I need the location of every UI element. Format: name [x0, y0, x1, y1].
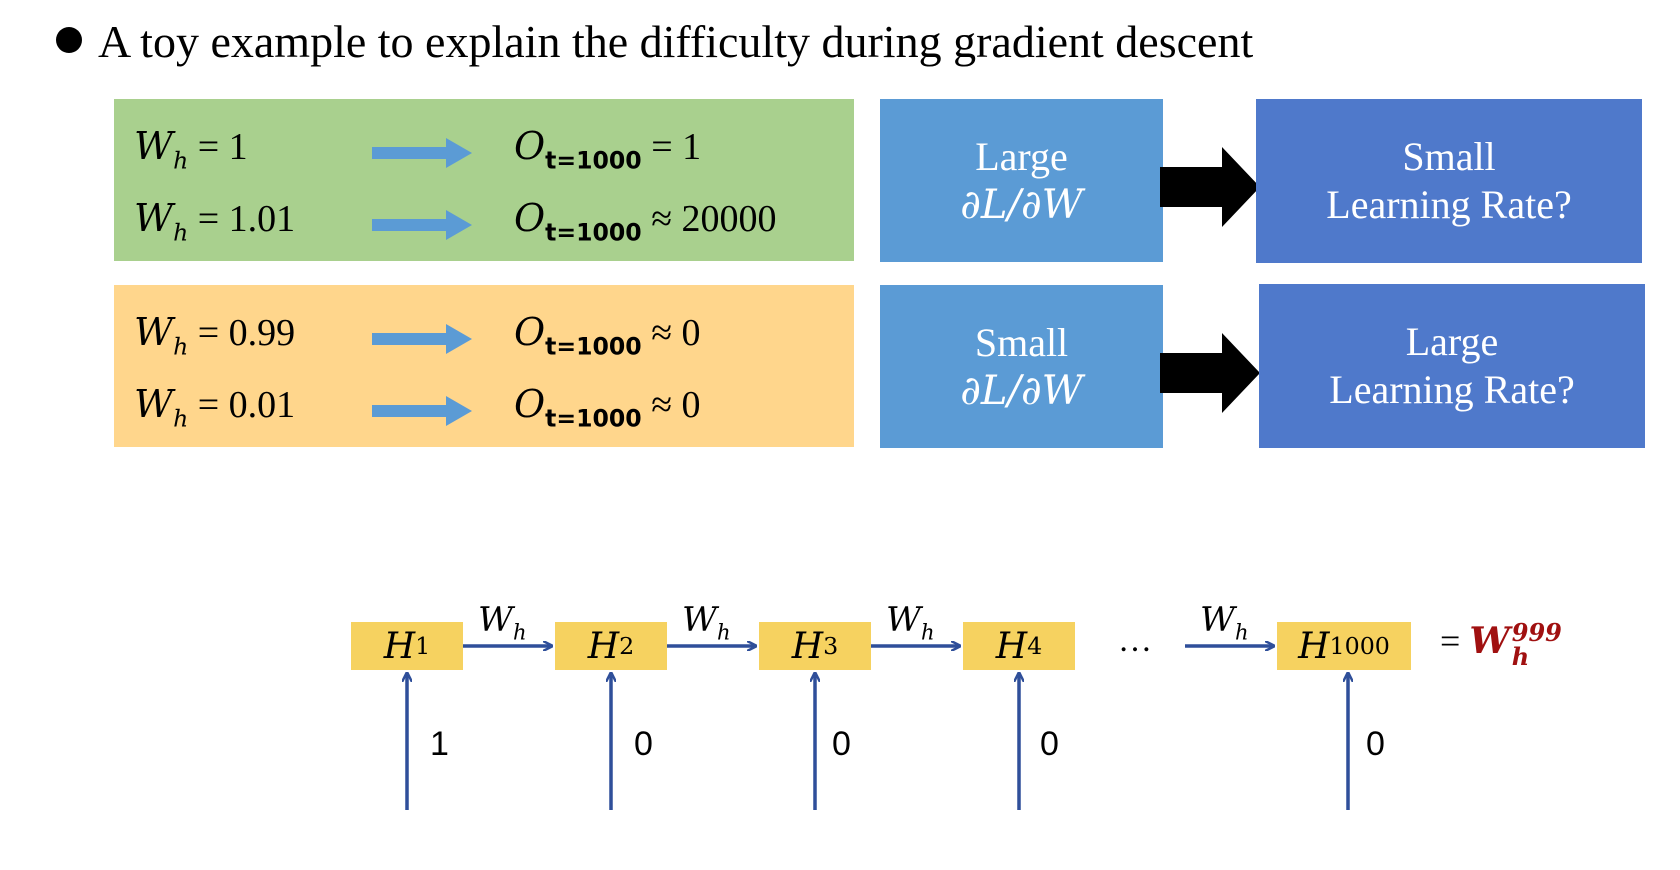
black-arrow-icon: [1160, 333, 1260, 413]
bullet-icon: [56, 27, 82, 53]
gradient-box-small: Small ∂L/∂W: [880, 285, 1163, 448]
green-panel: Wh = 1 Ot=1000 = 1 Wh = 1.01 Ot=1000 ≈ 2…: [114, 99, 854, 261]
blue-arrow-icon: [372, 396, 472, 426]
lr-box-small: Small Learning Rate?: [1256, 99, 1642, 263]
w-expression: Wh = 0.01: [134, 382, 296, 433]
gradient-box-large: Large ∂L/∂W: [880, 99, 1163, 262]
w-expression: Wh = 1: [134, 124, 248, 175]
input-value-1: 1: [430, 725, 449, 763]
edge-label: Wh: [1200, 600, 1249, 645]
edge-label: Wh: [478, 600, 527, 645]
w-expression: Wh = 0.99: [134, 310, 296, 361]
orange-panel: Wh = 0.99 Ot=1000 ≈ 0 Wh = 0.01 Ot=1000 …: [114, 285, 854, 447]
hidden-node-1000: H 1000: [1277, 622, 1411, 670]
orange-row-2: Wh = 0.01 Ot=1000 ≈ 0: [114, 374, 854, 434]
edge-label: Wh: [682, 600, 731, 645]
slide-title: A toy example to explain the difficulty …: [56, 14, 1253, 70]
black-arrow-icon: [1160, 147, 1260, 227]
input-value-1000: 0: [1366, 725, 1385, 763]
edge-label: Wh: [886, 600, 935, 645]
o-expression: Ot=1000 = 1: [514, 124, 702, 175]
o-expression: Ot=1000 ≈ 0: [514, 382, 701, 433]
orange-row-1: Wh = 0.99 Ot=1000 ≈ 0: [114, 302, 854, 362]
result-expression: = W 999 h: [1440, 617, 1562, 671]
o-expression: Ot=1000 ≈ 20000: [514, 196, 777, 247]
blue-arrow-icon: [372, 138, 472, 168]
w-expression: Wh = 1.01: [134, 196, 296, 247]
green-row-2: Wh = 1.01 Ot=1000 ≈ 20000: [114, 188, 854, 248]
input-value-3: 0: [832, 725, 851, 763]
blue-arrow-icon: [372, 210, 472, 240]
lr-box-large: Large Learning Rate?: [1259, 284, 1645, 448]
input-value-4: 0: [1040, 725, 1059, 763]
o-expression: Ot=1000 ≈ 0: [514, 310, 701, 361]
chain-arrows: [0, 590, 1680, 810]
input-value-2: 0: [634, 725, 653, 763]
blue-arrow-icon: [372, 324, 472, 354]
ellipsis: …: [1118, 622, 1152, 659]
green-row-1: Wh = 1 Ot=1000 = 1: [114, 116, 854, 176]
